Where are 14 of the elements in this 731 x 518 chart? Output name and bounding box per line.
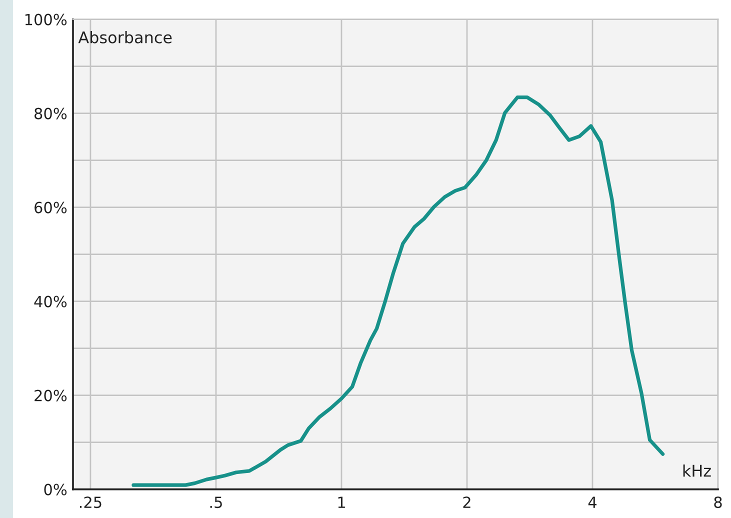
- x-tick-label: .5: [210, 496, 222, 508]
- y-tick-label: 100%: [25, 14, 67, 26]
- x-tick-label: 4: [588, 496, 596, 508]
- y-tick-label: 0%: [44, 484, 67, 496]
- y-tick-label: 20%: [34, 390, 67, 402]
- x-axis-title: kHz: [683, 464, 711, 477]
- x-tick-label: 2: [463, 496, 470, 508]
- y-tick-label: 60%: [34, 202, 67, 214]
- x-tick-label: 1: [338, 496, 345, 508]
- y-tick-label: 40%: [34, 296, 67, 308]
- x-tick-label: 8: [714, 496, 722, 508]
- x-tick-label: .25: [80, 496, 102, 508]
- y-tick-label: 80%: [34, 108, 67, 120]
- y-axis-title: Absorbance: [78, 31, 172, 44]
